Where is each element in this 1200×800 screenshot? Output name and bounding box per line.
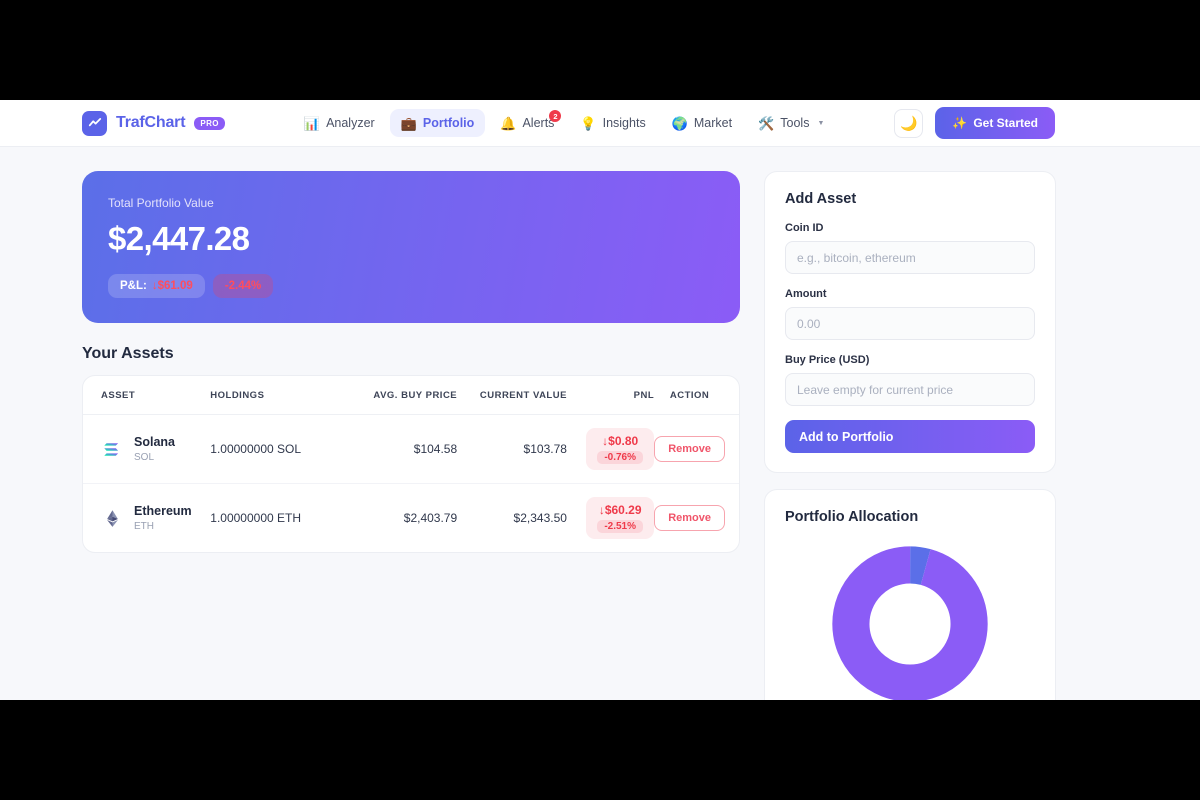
nav-item-insights[interactable]: 💡 Insights (569, 109, 656, 137)
get-started-button[interactable]: ✨ Get Started (935, 107, 1055, 139)
coin-id-label: Coin ID (785, 222, 824, 234)
moon-icon[interactable]: 🌙 (894, 108, 924, 138)
nav-label-analyzer: Analyzer (326, 116, 375, 130)
total-portfolio-value-amount: $2,447.28 (108, 220, 250, 257)
asset-pnl-amount: ↓$60.29 (598, 503, 642, 517)
portfolio-allocation-title: Portfolio Allocation (785, 509, 919, 525)
nav-item-tools[interactable]: 🛠️ Tools ▼ (747, 109, 835, 137)
lightbulb-icon: 💡 (580, 115, 597, 131)
remove-asset-button[interactable]: Remove (654, 505, 725, 531)
app-viewport: TrafChart PRO 📊 Analyzer 💼 Portfolio 🔔 A… (0, 100, 1200, 700)
brand-name: TrafChart (116, 114, 186, 131)
asset-pnl: ↓$60.29 -2.51% (567, 484, 655, 553)
asset-holdings: 1.00000000 ETH (210, 511, 301, 525)
asset-pnl: ↓$0.80 -0.76% (566, 414, 655, 484)
col-header-asset: ASSET (83, 376, 211, 415)
pl-amount: ↓$61.09 (151, 280, 193, 292)
brand-logo[interactable]: TrafChart PRO (82, 110, 225, 136)
nav-label-portfolio: Portfolio (422, 116, 475, 130)
remove-asset-button[interactable]: Remove (654, 436, 725, 462)
nav-label-alerts: Alerts (522, 116, 555, 130)
asset-name: Solana (134, 434, 175, 449)
solana-icon (101, 438, 124, 461)
asset-symbol: SOL (134, 451, 155, 463)
buy-price-input[interactable] (785, 373, 1035, 406)
amount-input[interactable] (785, 307, 1035, 340)
nav-item-portfolio[interactable]: 💼 Portfolio (389, 109, 486, 137)
asset-avg-buy-price: $104.58 (347, 414, 458, 484)
asset-cell-solana: Solana SOL (83, 414, 211, 484)
asset-name: Ethereum (134, 503, 192, 518)
chevron-down-icon: ▼ (817, 119, 825, 127)
total-portfolio-value-card: Total Portfolio Value $2,447.28 P&L: ↓$6… (82, 171, 740, 323)
nav-label-insights: Insights (602, 116, 646, 130)
add-to-portfolio-button[interactable]: Add to Portfolio (785, 420, 1035, 453)
col-header-avg-buy-price: AVG. BUY PRICE (347, 376, 458, 415)
col-header-pnl: PNL (566, 376, 655, 415)
donut-svg (832, 546, 988, 700)
asset-pnl-percent: -2.51% (597, 520, 644, 533)
add-asset-title: Add Asset (785, 191, 857, 207)
assets-table: ASSET HOLDINGS AVG. BUY PRICE CURRENT VA… (83, 376, 739, 552)
table-row: Solana SOL 1.00000000 SOL $104.58 $103.7… (83, 414, 739, 484)
add-asset-panel: Add Asset Coin ID Amount Buy Price (USD)… (764, 171, 1056, 473)
amount-label: Amount (785, 288, 827, 300)
nav-item-analyzer[interactable]: 📊 Analyzer (293, 109, 386, 137)
ethereum-icon (101, 507, 124, 530)
header-actions: 🌙 ✨ Get Started (894, 107, 1055, 139)
asset-holdings: 1.00000000 SOL (210, 414, 348, 484)
asset-pnl-percent: -0.76% (597, 451, 644, 464)
asset-symbol: ETH (134, 520, 154, 532)
app-header: TrafChart PRO 📊 Analyzer 💼 Portfolio 🔔 A… (0, 100, 1200, 147)
get-started-label: Get Started (973, 116, 1038, 130)
donut-slice-ETH (832, 546, 988, 700)
asset-action: Remove (654, 484, 739, 553)
nav-item-market[interactable]: 🌍 Market (661, 109, 743, 137)
assets-table-head: ASSET HOLDINGS AVG. BUY PRICE CURRENT VA… (83, 376, 739, 415)
brand-pro-badge: PRO (194, 116, 225, 130)
bell-icon: 🔔 (500, 115, 517, 131)
globe-icon: 🌍 (671, 115, 688, 131)
assets-table-body: Solana SOL 1.00000000 SOL $104.58 $103.7… (83, 414, 739, 553)
page-body: Total Portfolio Value $2,447.28 P&L: ↓$6… (0, 147, 1200, 700)
sidebar-column: Add Asset Coin ID Amount Buy Price (USD)… (764, 171, 1056, 700)
pl-percent-badge: -2.44% (212, 274, 274, 298)
coin-id-input[interactable] (785, 241, 1035, 274)
table-row: Ethereum ETH 1.00000000 ETH $2,403.79 $2… (83, 484, 739, 553)
nav-label-tools: Tools (780, 116, 810, 130)
nav-label-market: Market (693, 116, 733, 130)
pl-pill: P&L: ↓$61.09 (108, 274, 205, 298)
trending-up-icon (82, 110, 107, 136)
nav-item-alerts[interactable]: 🔔 Alerts 2 (489, 109, 565, 137)
col-header-current-value: CURRENT VALUE (457, 376, 567, 415)
col-header-action: ACTION (654, 376, 739, 415)
col-header-holdings: HOLDINGS (210, 376, 348, 415)
asset-avg-buy-price: $2,403.79 (403, 511, 458, 525)
table-header-row: ASSET HOLDINGS AVG. BUY PRICE CURRENT VA… (83, 376, 739, 415)
portfolio-allocation-panel: Portfolio Allocation (764, 489, 1056, 700)
buy-price-label: Buy Price (USD) (785, 354, 870, 366)
main-column: Total Portfolio Value $2,447.28 P&L: ↓$6… (82, 171, 740, 700)
asset-pnl-amount: ↓$0.80 (602, 434, 639, 448)
asset-current-value: $2,343.50 (513, 511, 567, 525)
sparkles-icon: ✨ (952, 116, 968, 130)
bar-chart-icon: 📊 (303, 115, 321, 131)
asset-action: Remove (654, 414, 739, 484)
main-nav: 📊 Analyzer 💼 Portfolio 🔔 Alerts 2 💡 Insi… (293, 109, 836, 137)
asset-cell-ethereum: Ethereum ETH (83, 484, 210, 553)
pnl-summary: P&L: ↓$61.09 -2.44% (108, 274, 714, 298)
pl-label: P&L: (120, 280, 147, 292)
alerts-count-badge: 2 (549, 110, 562, 122)
asset-current-value: $103.78 (457, 414, 567, 484)
your-assets-title: Your Assets (82, 345, 174, 362)
allocation-donut-chart (785, 540, 1035, 700)
tools-icon: 🛠️ (758, 115, 775, 131)
assets-table-card: ASSET HOLDINGS AVG. BUY PRICE CURRENT VA… (82, 375, 740, 553)
total-portfolio-value-label: Total Portfolio Value (108, 196, 214, 210)
briefcase-icon: 💼 (400, 115, 417, 131)
